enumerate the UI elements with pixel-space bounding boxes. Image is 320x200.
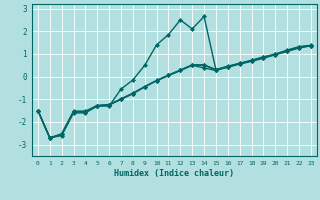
X-axis label: Humidex (Indice chaleur): Humidex (Indice chaleur) [115,169,234,178]
